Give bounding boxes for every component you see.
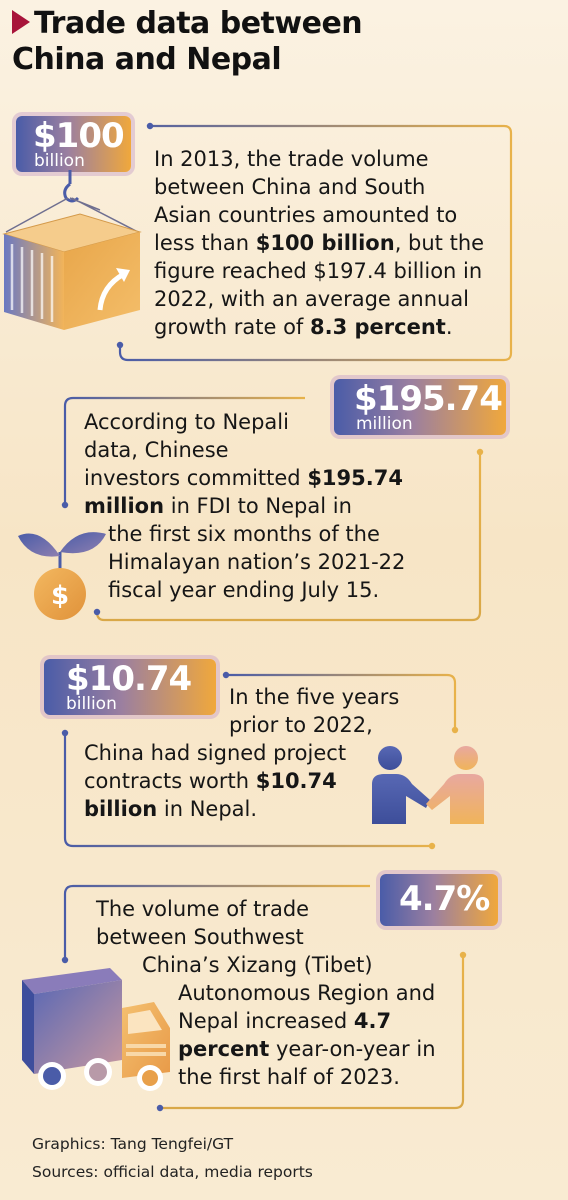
text-line: China had signed project <box>84 741 347 765</box>
text-line: Nepal increased 4.7 <box>178 1007 436 1035</box>
text-line: China’s Xizang (Tibet) <box>142 953 373 977</box>
text-fragment: in FDI to Nepal in <box>164 494 352 518</box>
frame-1 <box>118 124 513 362</box>
title-line-1: Trade data between <box>34 6 363 41</box>
text-line: growth rate of 8.3 percent. <box>154 313 484 341</box>
highlight-value: $195.74 <box>307 466 403 490</box>
text-fragment: Nepal increased <box>178 1009 354 1033</box>
text-line: According to Nepali <box>84 410 289 434</box>
text-line: figure reached $197.4 billion in <box>154 259 483 283</box>
title-line-2: China and Nepal <box>12 42 282 77</box>
text-line: In the five years <box>229 685 400 709</box>
sources-credit: Sources: official data, media reports <box>32 1163 313 1181</box>
frame-4 <box>63 884 370 960</box>
highlight-value: percent <box>178 1037 270 1061</box>
text-line: million in FDI to Nepal in <box>84 492 405 520</box>
highlight-value: 8.3 percent <box>310 315 446 339</box>
text-line: the first six months of the <box>108 522 380 546</box>
badge-4-7-percent: 4.7% <box>380 874 498 926</box>
svg-text:$: $ <box>51 581 69 611</box>
text-fragment: , but the <box>394 231 485 255</box>
text-line: less than $100 billion, but the <box>154 229 484 257</box>
badge-value: $195.74 <box>354 379 503 419</box>
badge-unit: billion <box>66 694 117 714</box>
text-line: between Southwest <box>96 925 304 949</box>
badge-value: $100 <box>33 116 125 156</box>
text-line: Asian countries amounted to <box>154 203 458 227</box>
section-1-text: In 2013, the trade volume between China … <box>154 145 484 341</box>
section-2-text: According to Nepali data, Chinese invest… <box>84 408 405 604</box>
text-line: Autonomous Region and <box>178 981 436 1005</box>
frame-3b <box>63 733 432 848</box>
frame-3 <box>226 673 457 730</box>
truck-icon <box>22 968 170 1091</box>
text-line: Himalayan nation’s 2021-22 <box>108 550 406 574</box>
text-fragment: investors committed <box>84 466 308 490</box>
badge-value: 4.7% <box>399 879 490 919</box>
badge-value: $10.74 <box>66 659 192 699</box>
text-line: 2022, with an average annual <box>154 287 470 311</box>
badge-195-74-million: $195.74 million <box>334 379 506 435</box>
frame-2b <box>95 452 482 622</box>
text-line: prior to 2022, <box>229 713 373 737</box>
text-line: data, Chinese <box>84 438 229 462</box>
highlight-value: $100 billion <box>255 231 395 255</box>
text-line: investors committed $195.74 <box>84 464 405 492</box>
text-fragment: year-on-year in <box>269 1037 436 1061</box>
text-line: The volume of trade <box>96 897 310 921</box>
handshake-icon <box>372 746 484 824</box>
text-line: billion in Nepal. <box>84 795 399 823</box>
title-marker-icon <box>12 10 30 34</box>
text-line: percent year-on-year in <box>178 1035 436 1063</box>
section-4-text: The volume of trade between Southwest Ch… <box>96 895 436 1091</box>
highlight-value: million <box>84 494 165 518</box>
text-line: contracts worth $10.74 <box>84 767 399 795</box>
text-line: In 2013, the trade volume <box>154 147 429 171</box>
badge-unit: million <box>356 414 413 434</box>
section-3-text: In the five years prior to 2022, China h… <box>84 683 399 823</box>
badge-unit: billion <box>34 151 85 171</box>
badge-100-billion: $100 billion <box>16 116 131 172</box>
frame-2 <box>63 396 305 505</box>
graphics-credit: Graphics: Tang Tengfei/GT <box>32 1135 234 1153</box>
text-line: the first half of 2023. <box>178 1065 400 1089</box>
text-fragment: . <box>445 315 453 339</box>
text-line: between China and South <box>154 175 426 199</box>
text-line: fiscal year ending July 15. <box>108 578 380 602</box>
highlight-value: billion <box>84 797 158 821</box>
text-fragment: less than <box>154 231 256 255</box>
text-fragment: in Nepal. <box>157 797 258 821</box>
shipping-container-icon <box>2 170 142 330</box>
text-fragment: growth rate of <box>154 315 310 339</box>
highlight-value: 4.7 <box>353 1009 392 1033</box>
page-title: Trade data between China and Nepal <box>12 6 412 78</box>
frame-4b <box>160 955 465 1110</box>
badge-10-74-billion: $10.74 billion <box>44 659 216 715</box>
money-sprout-icon: $ <box>18 532 106 620</box>
highlight-value: $10.74 <box>255 769 337 793</box>
text-fragment: contracts worth <box>84 769 256 793</box>
